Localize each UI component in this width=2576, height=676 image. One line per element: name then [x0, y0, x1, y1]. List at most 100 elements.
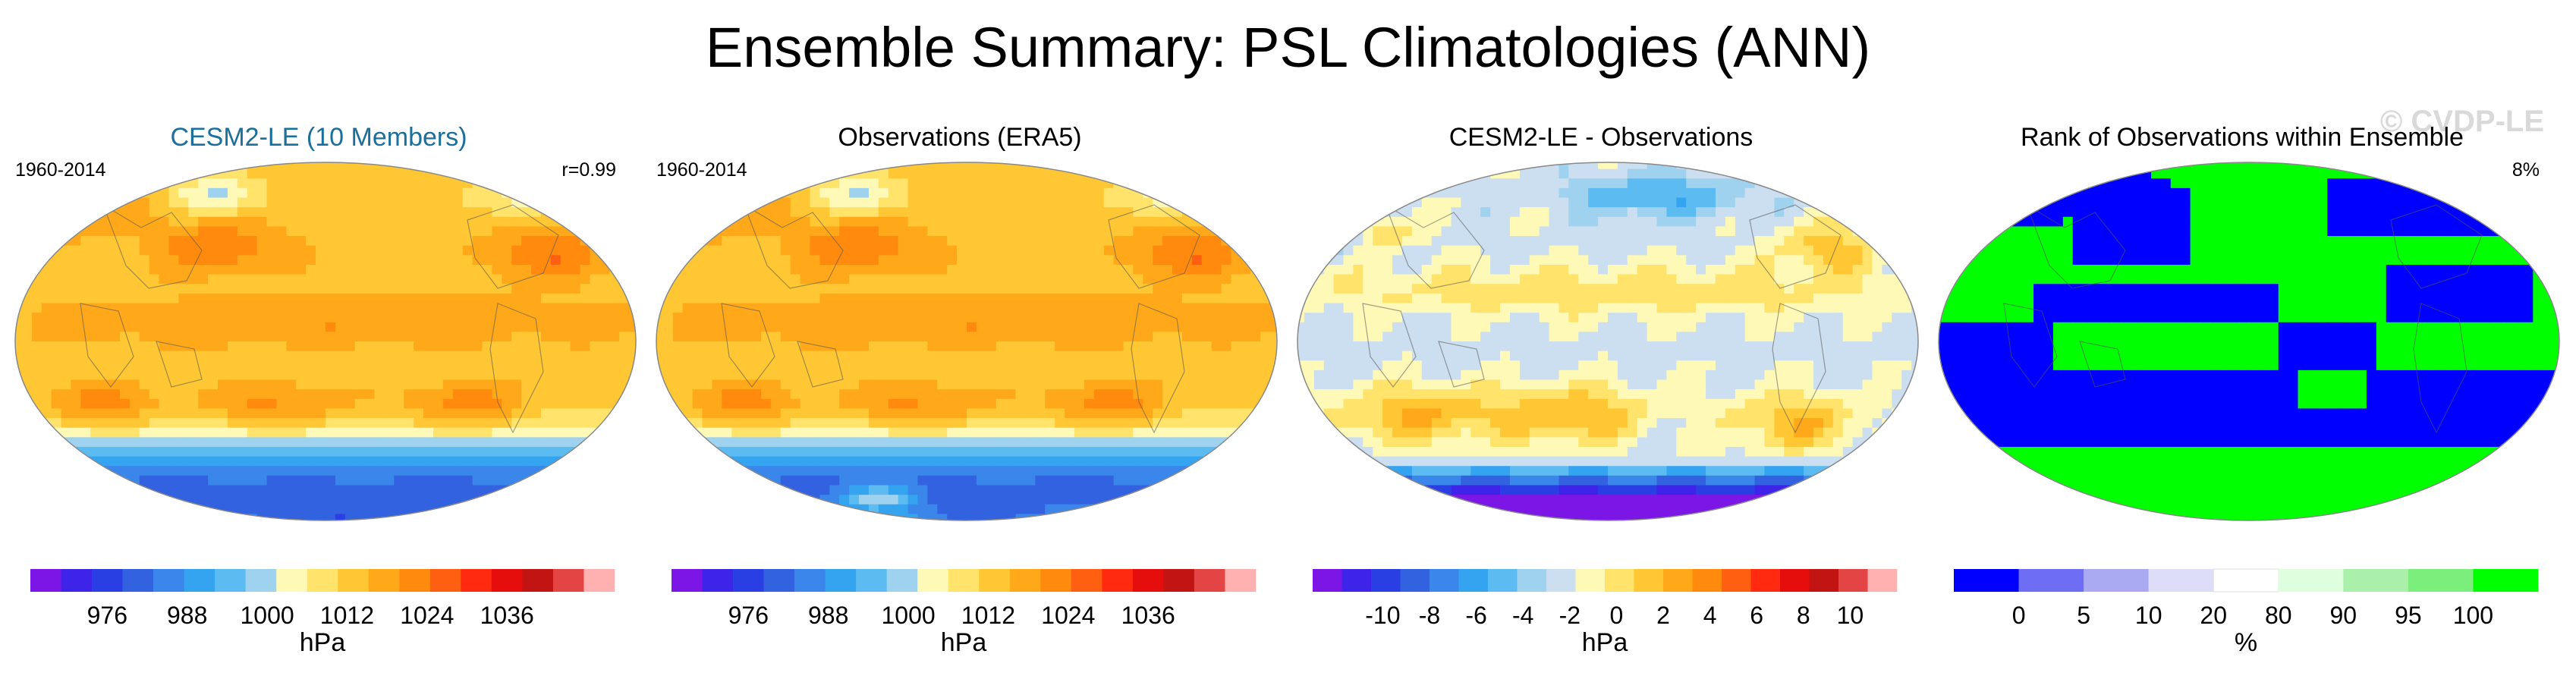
map-cell	[599, 504, 610, 514]
map-cell	[682, 313, 694, 323]
map-cell	[800, 322, 811, 332]
map-cell	[316, 236, 326, 247]
map-cell	[482, 351, 493, 361]
map-cell	[502, 313, 512, 323]
map-cell	[839, 456, 850, 467]
map-cell	[442, 187, 454, 199]
map-cell	[326, 398, 336, 410]
map-cell	[1143, 255, 1153, 266]
map-cell	[560, 322, 571, 332]
map-cell	[682, 495, 694, 505]
map-cell	[1250, 313, 1261, 323]
map-cell	[1005, 274, 1017, 285]
map-cell	[1181, 475, 1193, 486]
map-cell	[868, 284, 879, 294]
map-cell	[1035, 351, 1046, 361]
map-cell	[1045, 341, 1055, 352]
map-cell	[237, 332, 248, 342]
map-cell	[1421, 162, 1433, 170]
map-cell	[947, 284, 958, 294]
map-cell	[672, 351, 684, 361]
map-cell	[364, 322, 376, 332]
map-cell	[1065, 303, 1075, 313]
map-cell	[609, 379, 620, 390]
map-cell	[751, 504, 762, 514]
map-cell	[849, 427, 860, 438]
map-cell	[100, 245, 111, 256]
map-cell	[927, 408, 938, 419]
map-cell	[521, 162, 532, 170]
map-cell	[511, 418, 522, 429]
map-cell	[986, 255, 997, 266]
map-cell	[898, 197, 909, 208]
map-cell	[619, 332, 630, 342]
map-cell	[247, 466, 258, 476]
watermark: © CVDP-LE	[2379, 105, 2544, 138]
map-cell	[629, 437, 636, 448]
map-cell	[1172, 475, 1183, 486]
map-cell	[839, 369, 850, 381]
map-cell	[682, 379, 694, 390]
map-cell	[178, 418, 189, 429]
map-cell	[751, 475, 762, 486]
map-cell	[829, 162, 840, 170]
map-cell	[751, 332, 762, 342]
map-cell	[859, 360, 870, 371]
map-cell	[100, 197, 111, 208]
map-cell	[90, 446, 101, 457]
map-cell	[394, 303, 404, 313]
panel-period: 1960-2014	[15, 159, 106, 181]
map-cell	[1123, 360, 1134, 371]
map-cell	[609, 178, 620, 189]
map-cell	[967, 264, 977, 275]
map-cell	[1055, 408, 1065, 419]
map-cell	[560, 504, 571, 514]
map-cell	[751, 485, 762, 495]
map-cell	[1065, 197, 1075, 208]
map-cell	[1015, 466, 1027, 476]
map-cell	[71, 255, 81, 266]
map-cell	[1191, 351, 1203, 361]
map-cell	[800, 389, 811, 400]
map-cell	[1153, 504, 1163, 514]
map-cell	[442, 475, 454, 486]
map-cell	[374, 379, 385, 390]
map-cell	[482, 168, 493, 179]
map-cell	[1035, 197, 1046, 208]
map-cell	[1250, 178, 1261, 189]
map-cell	[1103, 197, 1115, 208]
map-cell	[168, 341, 180, 352]
map-cell	[80, 351, 91, 361]
map-cell	[800, 427, 811, 438]
map-cell	[1025, 456, 1036, 467]
map-cell	[110, 178, 121, 189]
map-cell	[1035, 178, 1046, 189]
map-cell	[344, 427, 356, 438]
map-cell	[662, 360, 674, 371]
map-cell	[364, 504, 376, 514]
map-cell	[110, 389, 121, 400]
map-cell	[71, 485, 81, 495]
map-cell	[335, 456, 346, 467]
map-cell	[521, 332, 532, 342]
map-cell	[741, 360, 752, 371]
map-cell	[1143, 514, 1153, 520]
map-cell	[462, 341, 473, 352]
map-cell	[1211, 284, 1222, 294]
map-cell	[286, 236, 297, 247]
map-cell	[712, 284, 722, 294]
map-cell	[266, 255, 278, 266]
map-cell	[61, 495, 72, 505]
map-cell	[326, 341, 336, 352]
map-cell	[119, 293, 131, 304]
map-cell	[521, 514, 532, 520]
map-cell	[442, 303, 454, 313]
map-cell	[423, 341, 434, 352]
map-cell	[1598, 162, 1609, 170]
map-cell	[531, 322, 542, 332]
map-cell	[609, 303, 620, 313]
map-cell	[560, 360, 571, 371]
map-cell	[790, 236, 801, 247]
map-cell	[1015, 495, 1027, 505]
map-cell	[149, 485, 160, 495]
